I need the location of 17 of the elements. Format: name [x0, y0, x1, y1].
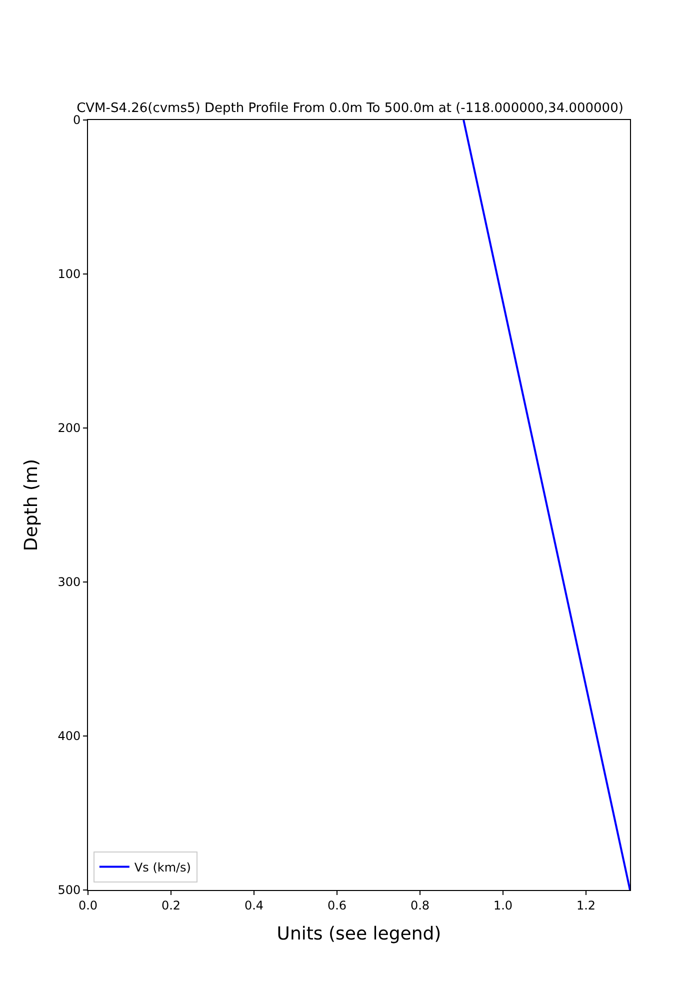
x-tick-label: 0.2: [161, 898, 181, 912]
x-tick-label: 0.0: [78, 898, 98, 912]
y-tick-label: 200: [58, 421, 81, 436]
y-tick-label: 400: [58, 729, 81, 744]
x-axis-title: Units (see legend): [276, 924, 442, 944]
y-tick-label: 100: [58, 267, 81, 282]
legend-label: Vs (km/s): [134, 860, 191, 874]
x-tick-label: 1.0: [493, 898, 513, 912]
x-tick-label: 1.2: [576, 898, 596, 912]
y-tick-label: 300: [58, 575, 81, 590]
x-tick-label: 0.4: [244, 898, 264, 912]
x-tick-label: 0.6: [327, 898, 347, 912]
y-tick-label: 0: [72, 113, 81, 128]
y-tick-label: 500: [58, 883, 81, 898]
x-tick-label: 0.8: [410, 898, 430, 912]
chart-title: CVM-S4.26(cvms5) Depth Profile From 0.0m To 500.0m at (-118.000000,34.000000): [76, 101, 624, 116]
y-axis-title: Depth (m): [20, 458, 42, 552]
